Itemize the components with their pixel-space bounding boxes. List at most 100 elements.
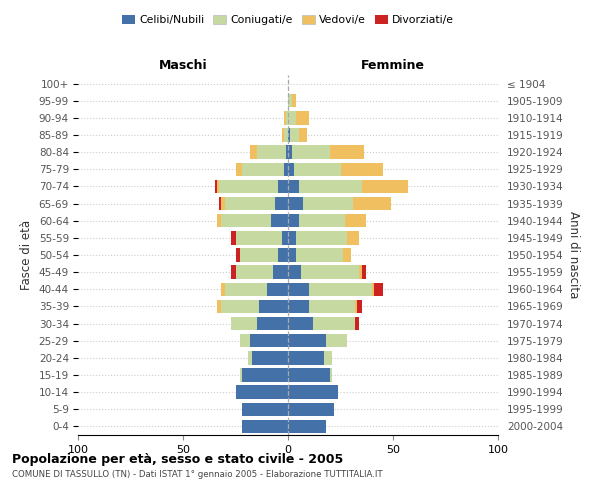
Bar [355,300,358,313]
Bar [288,300,309,313]
Bar [274,266,288,279]
Bar [288,180,299,193]
Bar [217,180,218,193]
Bar [296,231,347,244]
Bar [257,146,286,159]
Text: Maschi: Maschi [158,58,208,71]
Bar [218,180,277,193]
Bar [326,334,347,347]
Bar [288,420,326,433]
Bar [277,248,288,262]
Bar [235,248,240,262]
Bar [330,368,332,382]
Bar [296,111,309,124]
Bar [288,128,290,141]
Bar [275,197,288,210]
Bar [288,231,296,244]
Text: Popolazione per età, sesso e stato civile - 2005: Popolazione per età, sesso e stato civil… [12,452,343,466]
Bar [299,180,361,193]
Bar [282,128,284,141]
Y-axis label: Anni di nascita: Anni di nascita [568,212,580,298]
Bar [284,162,288,176]
Bar [221,282,225,296]
Bar [286,111,288,124]
Bar [250,146,257,159]
Bar [330,146,364,159]
Bar [372,282,374,296]
Bar [242,420,288,433]
Bar [292,146,330,159]
Bar [299,128,307,141]
Text: COMUNE DI TASSULLO (TN) - Dati ISTAT 1° gennaio 2005 - Elaborazione TUTTITALIA.I: COMUNE DI TASSULLO (TN) - Dati ISTAT 1° … [12,470,383,479]
Bar [286,146,288,159]
Bar [313,317,355,330]
Bar [235,231,282,244]
Bar [221,300,259,313]
Bar [242,402,288,416]
Bar [341,162,383,176]
Bar [271,214,288,228]
Bar [295,162,341,176]
Bar [288,162,295,176]
Bar [235,386,288,399]
Bar [299,214,344,228]
Bar [217,300,221,313]
Bar [282,231,288,244]
Bar [252,351,288,364]
Bar [221,214,271,228]
Bar [235,162,242,176]
Bar [303,197,353,210]
Bar [225,282,267,296]
Bar [301,266,359,279]
Bar [347,231,359,244]
Bar [288,111,296,124]
Bar [361,180,408,193]
Bar [358,300,361,313]
Bar [359,266,362,279]
Bar [240,248,277,262]
Bar [217,214,221,228]
Bar [250,334,288,347]
Bar [288,266,301,279]
Bar [288,368,330,382]
Bar [240,334,250,347]
Bar [242,162,284,176]
Bar [248,351,252,364]
Bar [288,334,326,347]
Bar [361,266,366,279]
Bar [232,231,235,244]
Bar [242,368,288,382]
Bar [343,248,351,262]
Bar [288,214,299,228]
Bar [345,214,366,228]
Bar [235,266,274,279]
Bar [259,300,288,313]
Bar [284,111,286,124]
Bar [218,197,221,210]
Bar [288,351,324,364]
Bar [257,317,288,330]
Bar [240,368,242,382]
Bar [288,386,338,399]
Bar [277,180,288,193]
Bar [309,282,372,296]
Bar [288,248,296,262]
Bar [288,402,334,416]
Legend: Celibi/Nubili, Coniugati/e, Vedovi/e, Divorziati/e: Celibi/Nubili, Coniugati/e, Vedovi/e, Di… [118,10,458,29]
Bar [232,317,257,330]
Bar [215,180,217,193]
Bar [353,197,391,210]
Bar [296,248,343,262]
Text: Femmine: Femmine [361,58,425,71]
Bar [292,94,296,108]
Bar [290,128,299,141]
Bar [374,282,383,296]
Bar [232,266,235,279]
Bar [288,317,313,330]
Bar [284,128,288,141]
Bar [288,282,309,296]
Bar [324,351,332,364]
Bar [288,146,292,159]
Bar [288,197,303,210]
Bar [309,300,355,313]
